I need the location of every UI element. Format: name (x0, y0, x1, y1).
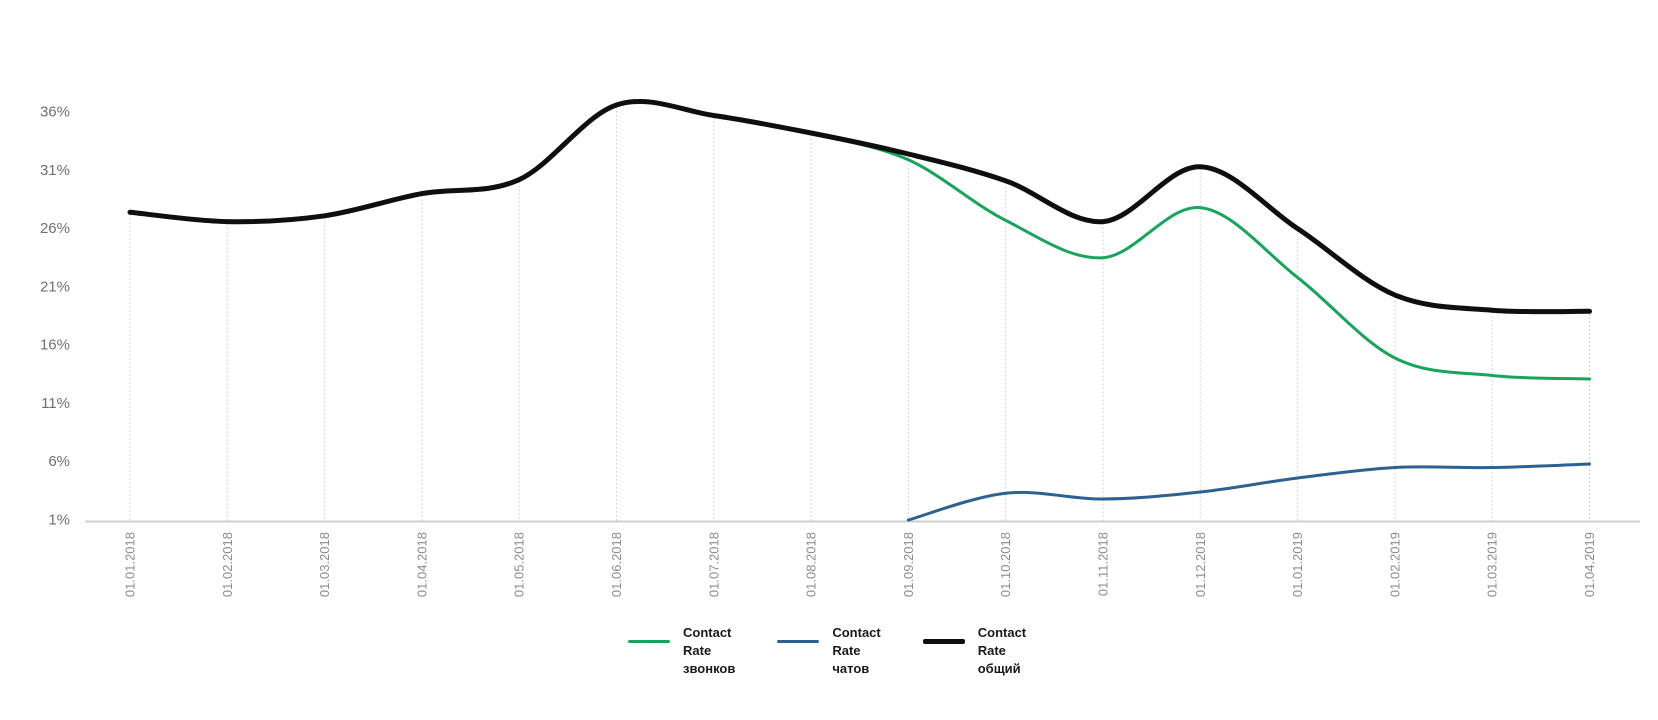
x-axis-tick-label: 01.01.2019 (1290, 532, 1305, 597)
x-axis-tick-label: 01.10.2018 (998, 532, 1013, 597)
legend-label-chatov: Contact Rate чатов (832, 624, 880, 678)
series-line-obshchiy (127, 99, 1592, 315)
y-axis-tick-label: 31% (40, 162, 70, 179)
x-axis-tick-label: 01.08.2018 (804, 532, 819, 597)
legend-line-icon-obshchiy (922, 639, 965, 644)
x-axis-tick-label: 01.04.2019 (1582, 532, 1597, 597)
y-axis-tick-label: 1% (48, 512, 70, 529)
x-axis-tick-label: 01.04.2018 (414, 532, 429, 597)
legend-label-line: звонков (683, 661, 736, 676)
x-axis-tick-label: 01.09.2018 (901, 532, 916, 597)
x-axis-tick-label: 01.06.2018 (609, 532, 624, 597)
legend-label-line: общий (977, 661, 1021, 676)
legend-label-line: чатов (832, 661, 870, 676)
legend-label-line: Contact (832, 625, 881, 640)
legend-item-contact-rate-obshchiy[interactable]: Contact Rate общий (922, 624, 1026, 678)
y-axis-tick-label: 6% (48, 453, 70, 470)
y-axis-tick-label: 11% (41, 395, 70, 412)
legend-label-obshchiy: Contact Rate общий (978, 624, 1026, 678)
legend-label-line: Rate (683, 643, 712, 658)
y-axis-tick-label: 16% (40, 337, 70, 354)
x-axis-tick-label: 01.02.2019 (1387, 532, 1402, 597)
y-axis-tick-label: 26% (40, 220, 70, 237)
legend: Contact Rate звонков Contact Rate чатов … (628, 624, 1026, 678)
legend-line-icon-chatov (777, 640, 820, 643)
legend-item-contact-rate-chatov[interactable]: Contact Rate чатов (777, 624, 881, 678)
series-line-chatov (906, 462, 1591, 522)
x-axis-tick-label: 01.01.2018 (123, 532, 138, 597)
x-axis-tick-label: 01.03.2019 (1485, 532, 1500, 597)
x-axis-tick-label: 01.12.2018 (1193, 532, 1208, 597)
y-axis-tick-label: 21% (40, 278, 70, 295)
x-axis-tick-label: 01.05.2018 (512, 532, 527, 597)
legend-line-icon-zvonkov (628, 640, 670, 643)
legend-label-zvonkov: Contact Rate звонков (683, 624, 735, 678)
x-axis-tick-label: 01.02.2018 (220, 532, 235, 597)
legend-item-contact-rate-zvonkov[interactable]: Contact Rate звонков (628, 624, 735, 678)
legend-label-line: Rate (832, 643, 861, 658)
series-line-zvonkov (809, 131, 1591, 381)
y-axis-tick-label: 36% (40, 104, 70, 121)
x-axis-tick-label: 01.11.2018 (1096, 532, 1111, 596)
x-axis-tick-label: 01.07.2018 (706, 532, 721, 597)
legend-label-line: Contact (977, 625, 1027, 640)
legend-label-line: Rate (977, 643, 1006, 658)
x-axis-tick-label: 01.03.2018 (317, 532, 332, 597)
legend-label-line: Contact (683, 625, 732, 640)
